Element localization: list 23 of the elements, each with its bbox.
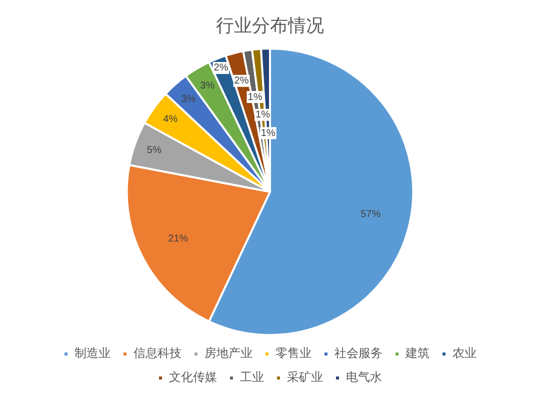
legend-label: 信息科技 [134, 346, 182, 360]
legend-label: 房地产业 [204, 346, 252, 360]
legend-label: 建筑 [404, 346, 430, 360]
data-label: 21% [168, 233, 188, 244]
data-label: 1% [255, 110, 270, 121]
data-label: 2% [234, 76, 249, 87]
legend-label: 零售业 [276, 346, 312, 360]
data-label: 1% [248, 92, 262, 103]
data-label: 4% [163, 114, 178, 126]
data-label: 57% [360, 209, 381, 220]
legend-label: 文化传媒 [169, 370, 217, 384]
data-label: 1% [260, 128, 276, 139]
data-label: 5% [146, 144, 162, 156]
data-label: 3% [200, 80, 215, 92]
legend-label: 工业 [240, 370, 264, 384]
data-label: 3% [181, 94, 196, 106]
chart-title: 行业分布情况 [216, 15, 324, 36]
legend-label: 制造业 [74, 346, 110, 360]
legend-label: 采矿业 [287, 370, 323, 384]
legend-label: 电气水 [346, 370, 382, 384]
legend-label: 农业 [452, 346, 476, 360]
data-label: 2% [214, 62, 228, 74]
legend-label: 社会服务 [334, 346, 382, 360]
